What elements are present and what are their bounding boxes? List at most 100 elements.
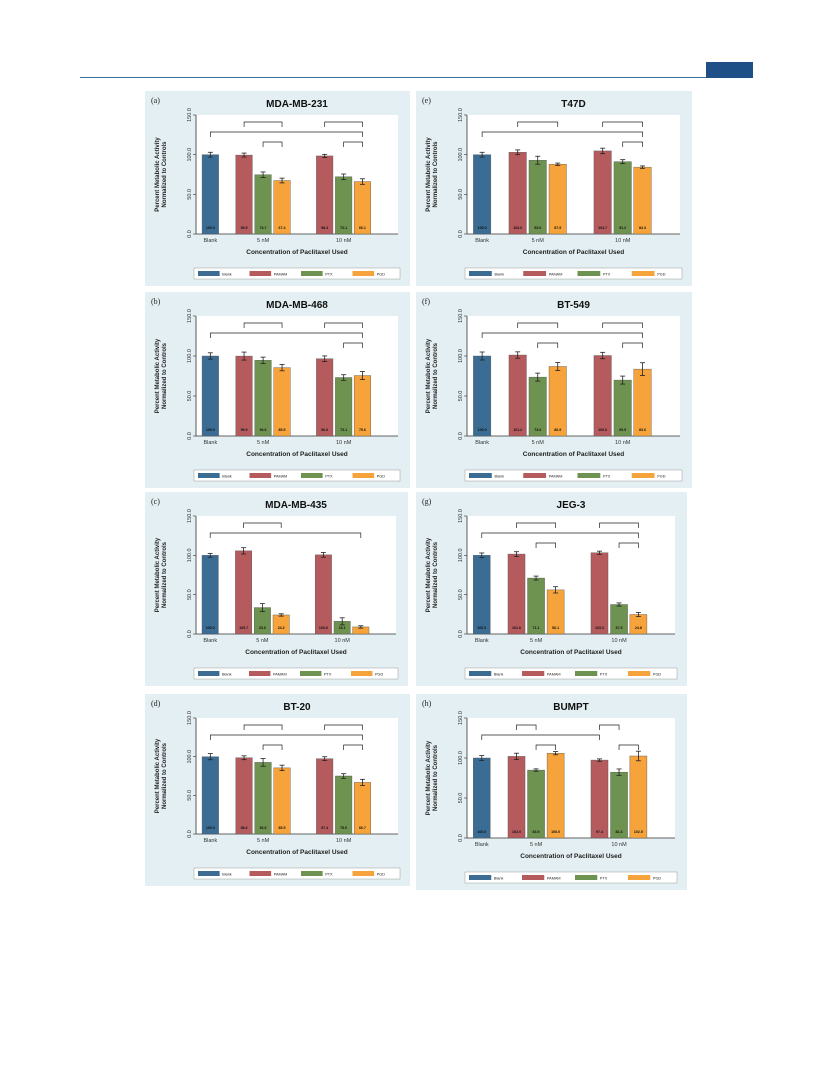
significance-bracket bbox=[517, 322, 559, 328]
bar-value-label: 82.3 bbox=[616, 830, 623, 834]
significance-bracket bbox=[243, 724, 283, 730]
significance-bracket bbox=[324, 724, 363, 730]
y-axis-label: Percent Metabolic Activity bbox=[426, 537, 432, 612]
y-tick-label: 100.0 bbox=[458, 148, 464, 162]
bar-blank bbox=[201, 355, 219, 437]
y-tick-label: 150.0 bbox=[187, 309, 193, 323]
panel-letter: (g) bbox=[422, 497, 432, 506]
bar-value-label: 75.6 bbox=[359, 428, 366, 432]
bar-value-label: 102.5 bbox=[634, 830, 643, 834]
x-tick-label: 10 nM bbox=[336, 838, 352, 844]
legend-box bbox=[193, 867, 401, 880]
legend-swatch-blank bbox=[469, 271, 492, 276]
significance-bracket bbox=[517, 121, 559, 127]
legend-swatch-pgd bbox=[631, 271, 655, 276]
chart-svg: (e) T47D 0.0 50.0 100.0 150.0 Percent Metaboli… bbox=[422, 96, 683, 280]
legend-label: PGD bbox=[377, 872, 385, 876]
legend-label: PTX bbox=[325, 474, 333, 478]
significance-bracket bbox=[209, 332, 363, 338]
legend-label: PGD bbox=[377, 474, 385, 478]
x-tick-label: Blank bbox=[475, 842, 489, 848]
significance-bracket bbox=[481, 131, 643, 137]
legend-box bbox=[193, 469, 401, 482]
legend-label: Blank bbox=[494, 474, 504, 478]
legend-swatch-pamam bbox=[523, 271, 547, 276]
bar-value-label: 100.0 bbox=[206, 826, 215, 830]
bar-value-label: 100.0 bbox=[206, 428, 215, 432]
bar-pgd bbox=[353, 375, 371, 437]
bar-pamam bbox=[316, 358, 334, 437]
panel-letter: (c) bbox=[151, 497, 160, 506]
legend-box bbox=[464, 871, 678, 884]
bar-value-label: 16.1 bbox=[339, 626, 346, 630]
bar-value-label: 100.6 bbox=[319, 626, 328, 630]
panel-letter: (h) bbox=[422, 699, 432, 708]
bar-pamam bbox=[593, 355, 612, 437]
bar-value-label: 84.9 bbox=[533, 830, 540, 834]
bar-value-label: 24.8 bbox=[635, 626, 642, 630]
bar-pamam bbox=[507, 553, 526, 635]
y-axis-label: Normalized to Controls bbox=[433, 342, 439, 409]
bar-value-label: 99.9 bbox=[241, 428, 248, 432]
bar-value-label: 100.6 bbox=[598, 428, 607, 432]
legend-box bbox=[464, 667, 678, 680]
legend-label: PTX bbox=[324, 672, 332, 676]
bar-pgd bbox=[272, 614, 290, 635]
legend-swatch-pamam bbox=[249, 871, 272, 876]
y-tick-label: 150.0 bbox=[458, 711, 464, 725]
bar-pgd bbox=[546, 753, 565, 839]
y-tick-label: 150.0 bbox=[458, 108, 464, 122]
chart-svg: (b) MDA-MB-468 0.0 50.0 100.0 150.0 Percent Me… bbox=[151, 297, 401, 482]
bar-pamam bbox=[590, 552, 609, 635]
bar-value-label: 69.9 bbox=[619, 428, 626, 432]
chart-panel-bumpt: (h) BUMPT 0.0 50.0 100.0 150.0 Percent Metabol… bbox=[416, 694, 687, 890]
header-tab bbox=[706, 62, 753, 78]
bar-pamam bbox=[593, 150, 612, 235]
bar-value-label: 74.7 bbox=[260, 226, 267, 230]
chart-panel-bt-20: (d) BT-20 0.0 50.0 100.0 150.0 Percent Metabol… bbox=[145, 694, 410, 886]
bar-blank bbox=[473, 757, 491, 839]
x-tick-label: 10 nM bbox=[611, 638, 627, 644]
y-tick-label: 50.0 bbox=[458, 589, 464, 600]
y-tick-label: 100.0 bbox=[458, 548, 464, 562]
x-tick-label: Blank bbox=[203, 638, 217, 644]
bar-value-label: 87.9 bbox=[554, 226, 561, 230]
significance-bracket bbox=[343, 342, 363, 348]
chart-panel-jeg-3: (g) JEG-3 0.0 50.0 100.0 150.0 Percent Metabol… bbox=[416, 492, 687, 686]
legend-swatch-pgd bbox=[352, 871, 375, 876]
legend-swatch-blank bbox=[198, 271, 220, 276]
legend-label: PTX bbox=[600, 672, 608, 676]
panel-letter: (a) bbox=[151, 96, 160, 105]
y-tick-label: 0.0 bbox=[187, 630, 193, 638]
bar-pamam bbox=[508, 354, 527, 437]
y-tick-label: 0.0 bbox=[187, 230, 193, 238]
significance-bracket bbox=[209, 734, 363, 740]
chart-svg: (a) MDA-MB-231 0.0 50.0 100.0 150.0 Percent Me… bbox=[151, 96, 401, 280]
x-tick-label: 10 nM bbox=[336, 440, 352, 446]
bar-value-label: 101.2 bbox=[513, 428, 522, 432]
bar-ptx bbox=[613, 161, 632, 235]
bar-value-label: 97.4 bbox=[321, 826, 328, 830]
significance-bracket bbox=[516, 724, 537, 730]
bar-value-label: 101.6 bbox=[512, 626, 521, 630]
bar-pgd bbox=[629, 614, 648, 635]
chart-title: MDA-MB-231 bbox=[266, 99, 328, 110]
legend-label: Blank bbox=[494, 876, 504, 880]
significance-bracket bbox=[622, 342, 643, 348]
legend-swatch-pgd bbox=[351, 671, 373, 676]
y-axis-label: Percent Metabolic Activity bbox=[426, 740, 432, 815]
bar-pamam bbox=[316, 155, 334, 235]
bar-pamam bbox=[507, 756, 526, 839]
legend-swatch-blank bbox=[469, 671, 492, 676]
bar-value-label: 97.4 bbox=[596, 830, 603, 834]
chart-panel-mda-mb-468: (b) MDA-MB-468 0.0 50.0 100.0 150.0 Percent Me… bbox=[145, 292, 410, 488]
bar-value-label: 100.0 bbox=[478, 428, 487, 432]
legend-label: PGD bbox=[653, 876, 661, 880]
y-tick-label: 50.0 bbox=[458, 793, 464, 804]
y-tick-label: 50.0 bbox=[187, 589, 193, 600]
chart-panel-bt-549: (f) BT-549 0.0 50.0 100.0 150.0 Percent Metabo… bbox=[416, 292, 692, 488]
significance-bracket bbox=[599, 522, 639, 528]
y-tick-label: 0.0 bbox=[187, 432, 193, 440]
y-tick-label: 0.0 bbox=[458, 230, 464, 238]
chart-panel-t47d: (e) T47D 0.0 50.0 100.0 150.0 Percent Metaboli… bbox=[416, 91, 692, 286]
